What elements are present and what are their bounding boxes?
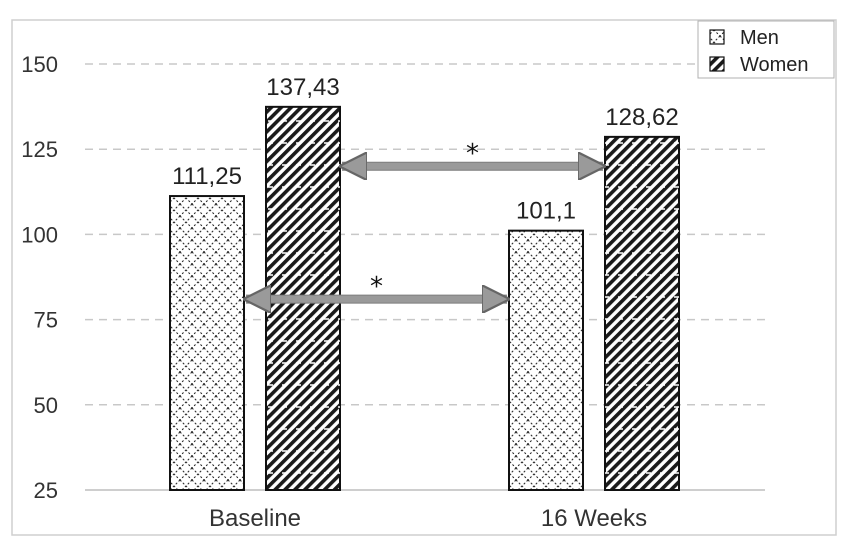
significance-star: *: [466, 139, 479, 169]
y-tick-label: 75: [34, 308, 58, 333]
significance-arrow: *: [246, 272, 507, 302]
significance-annotations: **: [246, 139, 603, 302]
legend-label-men: Men: [740, 27, 779, 49]
data-label: 101,1: [516, 198, 576, 225]
plot-frame: [11, 19, 837, 536]
y-tick-label: 125: [21, 137, 58, 162]
y-tick-label: 25: [34, 478, 58, 503]
category-labels: Baseline 16 Weeks: [209, 505, 647, 532]
legend-swatch-men: [709, 29, 725, 45]
y-tick-label: 50: [34, 393, 58, 418]
y-tick-label: 150: [21, 52, 58, 77]
bar-men-0: [169, 195, 245, 491]
data-label: 111,25: [172, 163, 242, 190]
data-labels: 111,25 101,1 137,43 128,62: [172, 74, 679, 225]
y-tick-label: 100: [21, 222, 58, 247]
significance-arrow: *: [342, 139, 603, 169]
y-axis-ticks: 25 50 75 100 125 150: [21, 52, 58, 503]
data-label: 128,62: [605, 104, 678, 131]
bars: [169, 105, 680, 491]
bar-men-1: [508, 229, 584, 491]
significance-star: *: [370, 272, 383, 302]
category-label: 16 Weeks: [541, 505, 647, 532]
legend: Men Women: [697, 20, 835, 79]
data-label: 137,43: [266, 74, 339, 101]
legend-label-women: Women: [740, 54, 809, 76]
bar-overlay: [605, 136, 679, 490]
category-label: Baseline: [209, 505, 301, 532]
legend-swatch-women: [709, 56, 725, 72]
